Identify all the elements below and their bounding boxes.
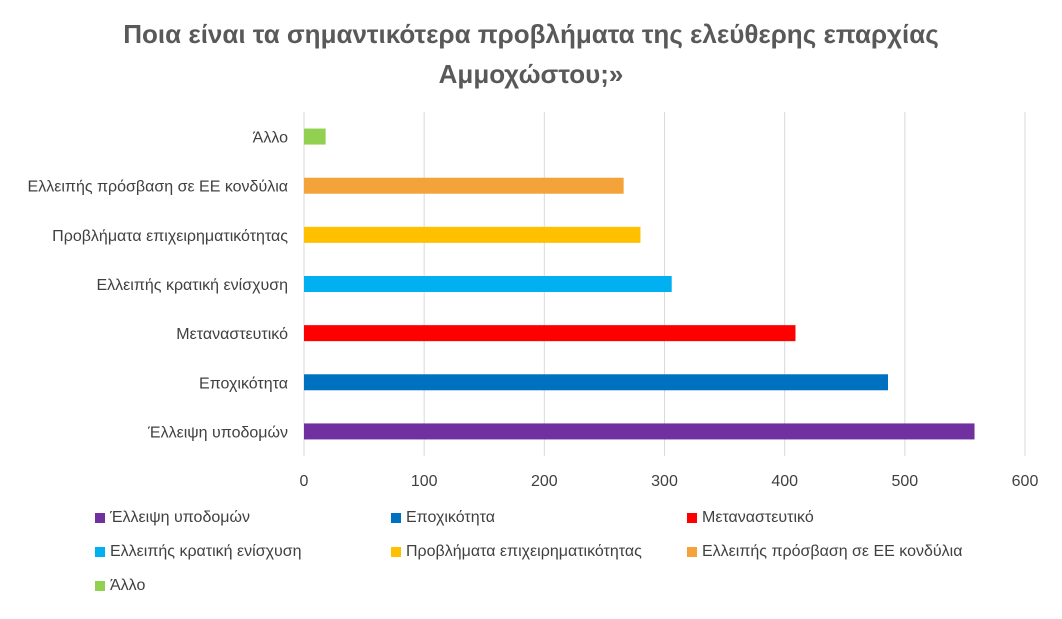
category-label: Άλλο <box>253 130 288 147</box>
x-tick-label: 300 <box>651 473 678 490</box>
x-tick-label: 600 <box>1012 473 1039 490</box>
x-tick-label: 0 <box>300 473 309 490</box>
chart-title-line-1: Ποια είναι τα σημαντικότερα προβλήματα τ… <box>123 19 939 49</box>
legend-item: Προβλήματα επιχειρηματικότητας <box>391 541 687 563</box>
x-tick-label: 200 <box>531 473 558 490</box>
legend-swatch <box>687 547 697 557</box>
x-tick-label: 500 <box>891 473 918 490</box>
legend-item: Ελλειπής κρατική ενίσχυση <box>95 541 391 563</box>
legend-item: Εποχικότητα <box>391 507 687 529</box>
x-tick-label: 400 <box>771 473 798 490</box>
legend-label: Ελλειπής πρόσβαση σε ΕΕ κονδύλια <box>702 543 963 560</box>
legend-label: Μεταναστευτικό <box>702 509 814 526</box>
bar <box>304 128 326 145</box>
legend-swatch <box>391 547 401 557</box>
bar <box>304 423 975 440</box>
legend-item: Άλλο <box>95 575 391 597</box>
category-label: Ελλειπής πρόσβαση σε ΕΕ κονδύλια <box>28 179 288 196</box>
category-label: Ελλειπής κρατική ενίσχυση <box>96 277 288 294</box>
category-labels: Έλλειψη υποδομών Εποχικότητα Μεταναστευτικ… <box>28 130 289 442</box>
legend-swatch <box>391 513 401 523</box>
bar <box>304 177 624 194</box>
bar <box>304 276 672 292</box>
bar <box>304 226 641 243</box>
legend-swatch <box>95 581 105 591</box>
legend-item: Έλλειψη υποδομών <box>95 507 391 529</box>
bar <box>304 325 796 342</box>
x-tick-label: 100 <box>411 473 438 490</box>
x-axis-tick-labels: 0 100 200 300 400 500 600 <box>300 473 1039 490</box>
legend-swatch <box>95 547 105 557</box>
legend-swatch <box>687 513 697 523</box>
legend: Έλλειψη υποδομών Εποχικότητα Μεταναστευτικ… <box>95 507 1035 597</box>
legend-swatch <box>95 513 105 523</box>
chart-title-line-2: Αμμοχώστου;» <box>438 59 624 89</box>
category-label: Έλλειψη υποδομών <box>147 424 288 441</box>
chart-title: Ποια είναι τα σημαντικότερα προβλήματα τ… <box>0 14 1062 94</box>
legend-label: Προβλήματα επιχειρηματικότητας <box>406 543 642 560</box>
legend-label: Άλλο <box>110 577 146 594</box>
category-label: Μεταναστευτικό <box>176 326 288 343</box>
category-label: Εποχικότητα <box>199 375 288 392</box>
bars <box>304 128 975 440</box>
category-label: Προβλήματα επιχειρηματικότητας <box>52 228 288 245</box>
legend-label: Έλλειψη υποδομών <box>110 509 250 526</box>
bar <box>304 374 889 391</box>
legend-item: Μεταναστευτικό <box>687 507 997 529</box>
legend-item: Ελλειπής πρόσβαση σε ΕΕ κονδύλια <box>687 541 997 563</box>
legend-label: Εποχικότητα <box>406 509 495 526</box>
legend-label: Ελλειπής κρατική ενίσχυση <box>110 543 302 560</box>
